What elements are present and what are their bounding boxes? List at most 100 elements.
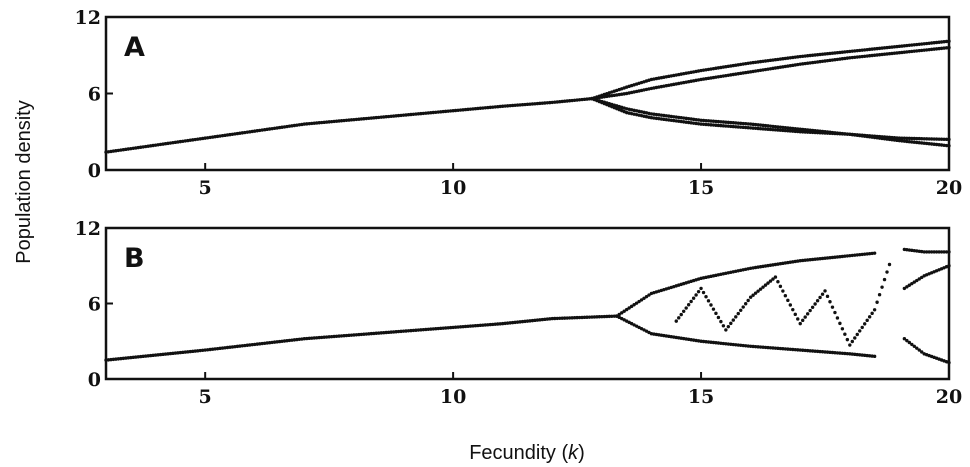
data-point [858,55,862,59]
data-point [820,129,825,134]
data-point [929,47,934,52]
data-point [813,53,817,57]
data-point [399,329,403,334]
data-point [238,131,242,135]
data-point [939,250,944,254]
data-point [942,143,946,147]
data-point [468,107,473,111]
data-point [823,289,827,293]
data-point [791,129,795,133]
data-point [863,353,867,358]
data-point [729,120,733,125]
data-point [471,324,475,328]
data-point [835,351,840,355]
data-point [245,130,250,134]
data-point [486,105,490,110]
data-point [384,330,388,335]
data-point [751,60,755,65]
data-point [776,346,780,351]
data-point [362,117,366,121]
panel-b-series-2 [615,314,877,359]
data-point [446,326,450,330]
data-point [302,337,307,341]
data-point [731,318,735,322]
data-point [486,323,490,327]
data-point [922,137,926,141]
data-point [439,326,443,331]
data-point [436,110,440,114]
data-point [540,317,545,322]
data-point [205,136,210,140]
data-point [262,341,267,345]
data-point [900,44,904,48]
data-point [664,117,669,122]
data-point [275,340,279,344]
data-point [739,308,743,312]
x-tick-label: 5 [199,177,212,199]
data-point [146,144,150,148]
x-tick-label: 10 [440,386,466,408]
data-point [838,50,842,55]
data-point [815,60,820,64]
data-point [600,95,604,99]
data-point [942,250,946,254]
data-point [912,49,916,53]
data-point [215,346,220,351]
data-point [704,295,708,299]
data-point [649,116,654,120]
data-point [409,328,413,333]
data-point [592,315,597,319]
data-point [763,283,768,287]
data-point [364,116,369,121]
data-point [570,98,574,103]
data-point [565,316,569,320]
data-point [694,117,698,122]
data-point [493,105,497,109]
data-point [776,57,780,62]
data-point [920,275,924,280]
data-point [620,92,624,96]
data-point [183,139,188,143]
data-point [307,121,312,126]
data-point [865,318,869,323]
data-point [287,338,292,343]
data-point [867,135,872,139]
data-point [726,120,731,125]
data-point [196,137,200,141]
data-point [803,348,807,353]
data-point [659,113,664,117]
data-point [907,139,912,144]
data-point [828,58,832,63]
data-point [734,315,738,319]
data-point [863,48,867,52]
y-tick-label: 12 [75,218,101,240]
data-point [305,122,309,126]
data-point [796,129,800,134]
data-point [518,320,522,324]
data-point [701,339,706,344]
data-point [778,57,783,61]
data-point [359,332,364,337]
data-point [312,121,316,125]
data-point [838,131,842,135]
data-point [275,126,279,130]
data-point [719,341,723,345]
x-tick-label: 20 [936,386,962,408]
data-point [761,123,765,128]
data-point [924,41,929,46]
data-point [295,123,299,127]
data-point [865,54,869,58]
data-point [662,113,666,118]
data-point [139,145,143,149]
data-point [719,120,723,124]
data-point [917,348,921,352]
data-point [835,51,840,55]
data-point [277,339,282,344]
data-point [748,122,753,126]
data-point [736,311,740,316]
data-point [910,248,914,253]
data-point [106,358,111,362]
data-point [880,285,884,289]
data-point [734,121,738,125]
data-point [907,136,912,141]
